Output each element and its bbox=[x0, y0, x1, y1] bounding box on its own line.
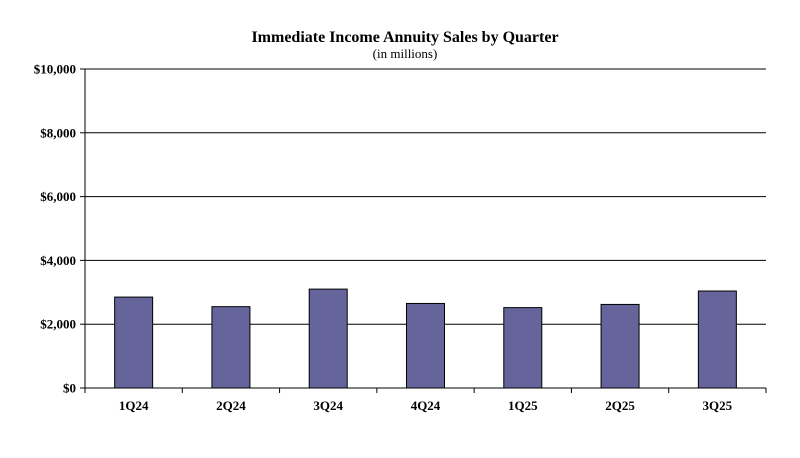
x-tick-label: 2Q25 bbox=[605, 398, 635, 413]
x-tick-label: 1Q25 bbox=[508, 398, 538, 413]
y-tick-label: $8,000 bbox=[40, 125, 76, 140]
bar-1q25 bbox=[503, 307, 543, 389]
y-tick-label: $2,000 bbox=[40, 317, 76, 332]
x-tick-label: 2Q24 bbox=[216, 398, 246, 413]
x-tick-label: 3Q24 bbox=[313, 398, 343, 413]
bar-3q25 bbox=[697, 290, 737, 389]
y-axis-tick-labels: $0 $2,000 $4,000 $6,000 $8,000 $10,000 bbox=[34, 62, 76, 396]
bar-3q24 bbox=[308, 288, 348, 389]
x-tick-label: 1Q24 bbox=[119, 398, 149, 413]
bars bbox=[84, 288, 767, 393]
bar-1q24 bbox=[114, 296, 154, 389]
y-tick-label: $10,000 bbox=[34, 62, 76, 77]
bar-4q24 bbox=[406, 302, 445, 389]
x-tick-label: 3Q25 bbox=[703, 398, 733, 413]
gridlines bbox=[80, 68, 766, 389]
y-tick-label: $6,000 bbox=[40, 189, 76, 204]
chart-subtitle: (in millions) bbox=[373, 46, 438, 61]
x-axis-tick-labels: 1Q24 2Q24 3Q24 4Q24 1Q25 2Q25 3Q25 bbox=[119, 398, 733, 413]
y-tick-label: $0 bbox=[63, 381, 76, 396]
bar-2q24 bbox=[211, 306, 251, 389]
bar-2q25 bbox=[600, 303, 640, 389]
x-tick-label: 4Q24 bbox=[411, 398, 441, 413]
y-tick-label: $4,000 bbox=[40, 253, 76, 268]
chart-title: Immediate Income Annuity Sales by Quarte… bbox=[251, 29, 558, 46]
